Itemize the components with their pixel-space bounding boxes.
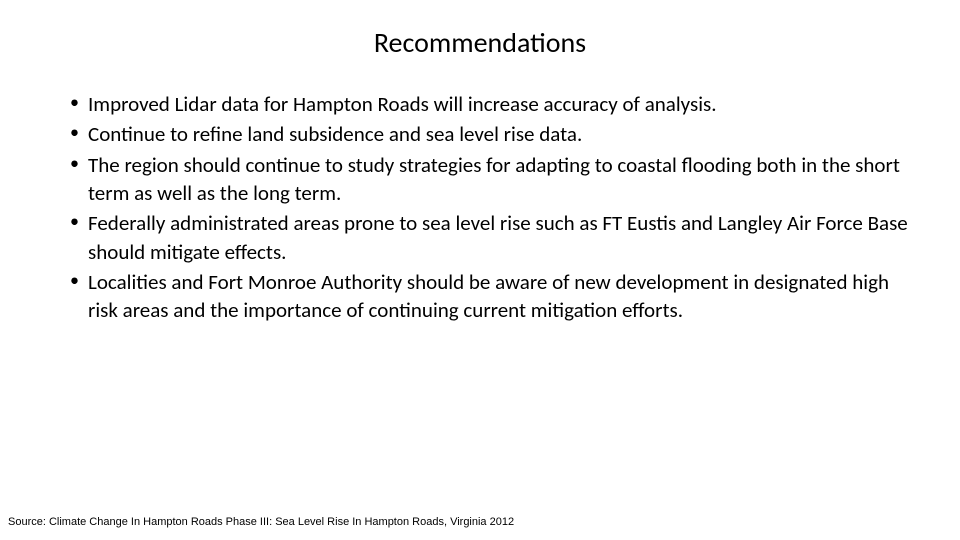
bullet-list: Improved Lidar data for Hampton Roads wi…	[50, 90, 910, 325]
list-item: Federally administrated areas prone to s…	[70, 209, 910, 266]
list-item: The region should continue to study stra…	[70, 151, 910, 208]
slide-title: Recommendations	[50, 25, 910, 60]
slide: Recommendations Improved Lidar data for …	[0, 0, 960, 540]
source-citation: Source: Climate Change In Hampton Roads …	[8, 516, 514, 528]
list-item: Localities and Fort Monroe Authority sho…	[70, 268, 910, 325]
list-item: Improved Lidar data for Hampton Roads wi…	[70, 90, 910, 118]
list-item: Continue to refine land subsidence and s…	[70, 120, 910, 148]
